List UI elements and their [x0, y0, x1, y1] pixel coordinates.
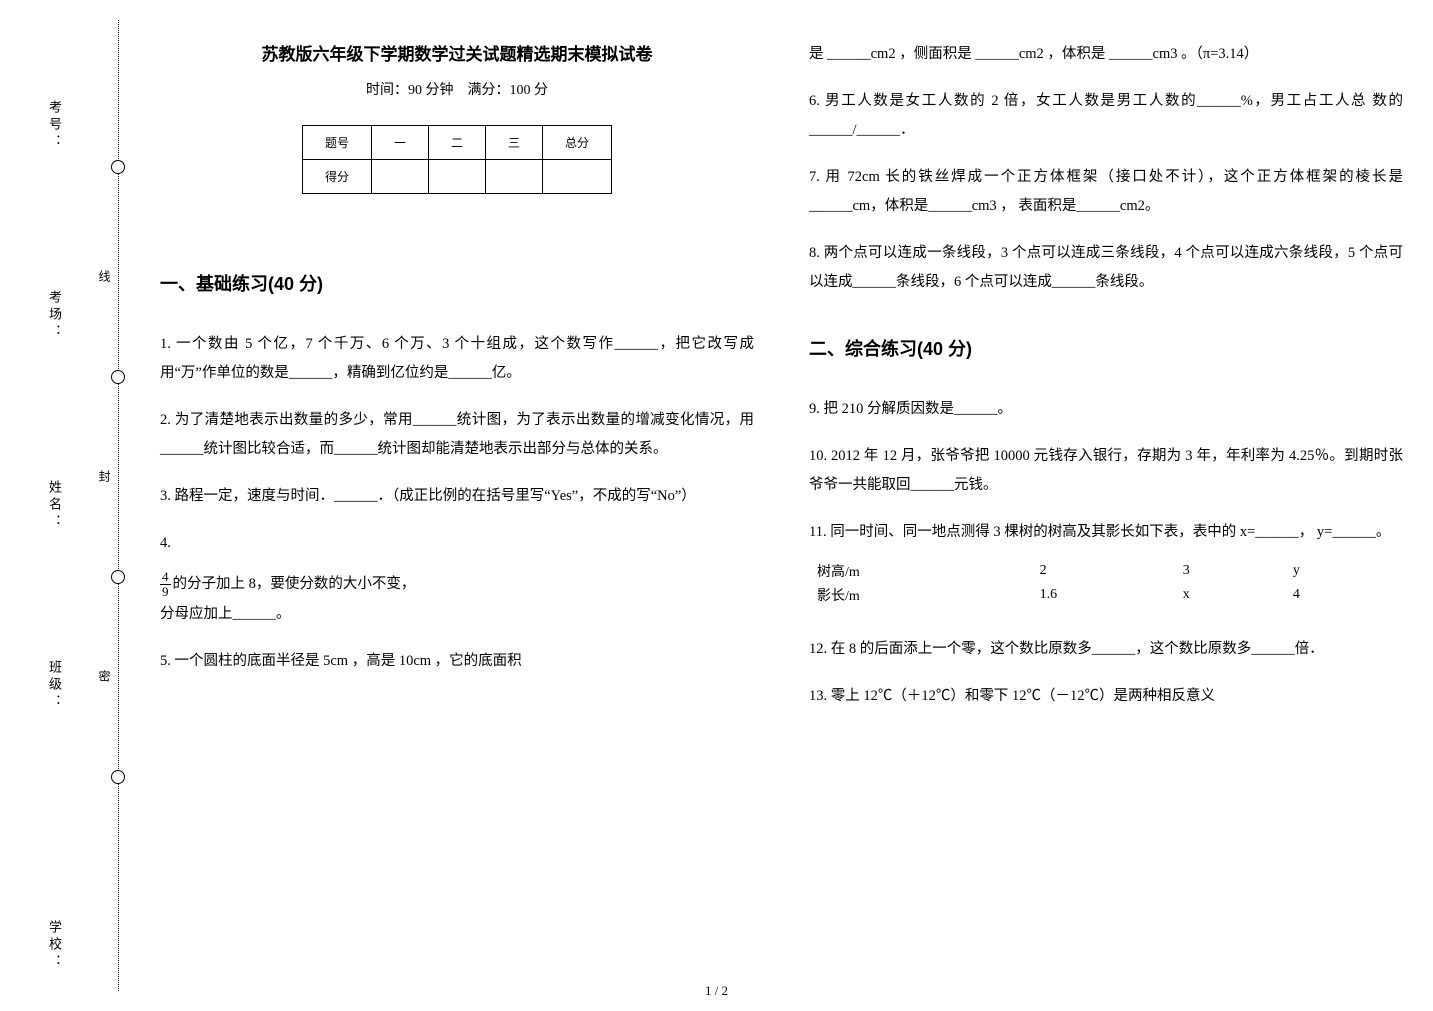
- score-header: 一: [371, 126, 428, 160]
- section-heading-1: 一、基础练习(40 分): [160, 270, 754, 296]
- table-row: 影长/m 1.6 x 4: [817, 583, 1403, 607]
- tree-cell: 树高/m: [817, 559, 1040, 583]
- spine-label-exam-id: 考号：: [45, 100, 64, 151]
- tree-cell: 3: [1183, 559, 1293, 583]
- question-4-label: 4.: [160, 529, 754, 558]
- question-2: 2. 为了清楚地表示出数量的多少，常用______统计图，为了表示出数量的增减变…: [160, 406, 754, 464]
- paper-title: 苏教版六年级下学期数学过关试题精选期末模拟试卷: [160, 40, 754, 65]
- score-cell: [371, 160, 428, 194]
- spine-circle: [111, 160, 125, 174]
- tree-data-table: 树高/m 2 3 y 影长/m 1.6 x 4: [817, 559, 1403, 607]
- seal-char: 封: [96, 470, 113, 494]
- spine-circle: [111, 770, 125, 784]
- binding-spine: 线 封 密 考号： 考场： 姓名： 班级： 学校：: [0, 0, 140, 1011]
- question-4: 4. 4 9 的分子加上 8，要使分数的大小不变， 分母应加上______。: [160, 529, 754, 629]
- page-number: 1 / 2: [705, 983, 728, 999]
- tree-cell: 1.6: [1040, 583, 1183, 607]
- question-7: 7. 用 72cm 长的铁丝焊成一个正方体框架（接口处不计），这个正方体框架的棱…: [809, 163, 1403, 221]
- fraction-4-9: 4 9: [160, 570, 171, 600]
- question-3: 3. 路程一定，速度与时间．______．（成正比例的在括号里写“Yes”，不成…: [160, 482, 754, 511]
- spine-label-class: 班级：: [45, 660, 64, 711]
- spine-circle: [111, 370, 125, 384]
- score-cell: [486, 160, 543, 194]
- question-11: 11. 同一时间、同一地点测得 3 棵树的树高及其影长如下表，表中的 x=___…: [809, 518, 1403, 547]
- seal-char: 密: [96, 670, 113, 694]
- tree-cell: 4: [1293, 583, 1403, 607]
- spine-label-name: 姓名：: [45, 480, 64, 531]
- spine-label-room: 考场：: [45, 290, 64, 341]
- spine-circle: [111, 570, 125, 584]
- score-header: 二: [428, 126, 485, 160]
- tree-cell: y: [1293, 559, 1403, 583]
- paper-subtitle: 时间：90 分钟 满分：100 分: [160, 79, 754, 99]
- question-5-part-a: 5. 一个圆柱的底面半径是 5cm ，高是 10cm ，它的底面积: [160, 647, 754, 676]
- score-header: 总分: [543, 126, 612, 160]
- question-12: 12. 在 8 的后面添上一个零，这个数比原数多______，这个数比原数多__…: [809, 635, 1403, 664]
- tree-cell: x: [1183, 583, 1293, 607]
- question-4-body2: 分母应加上______。: [160, 600, 754, 629]
- fraction-denominator: 9: [160, 585, 171, 599]
- question-5-part-b: 是 ______cm2 ，侧面积是 ______cm2 ，体积是 ______c…: [809, 40, 1403, 69]
- score-table: 题号 一 二 三 总分 得分: [302, 125, 612, 194]
- table-row: 树高/m 2 3 y: [817, 559, 1403, 583]
- score-header: 三: [486, 126, 543, 160]
- question-6: 6. 男工人数是女工人数的 2 倍，女工人数是男工人数的______%，男工占工…: [809, 87, 1403, 145]
- question-13: 13. 零上 12℃（＋12℃）和零下 12℃（－12℃）是两种相反意义: [809, 682, 1403, 711]
- tree-cell: 影长/m: [817, 583, 1040, 607]
- table-row: 得分: [302, 160, 611, 194]
- column-right: 是 ______cm2 ，侧面积是 ______cm2 ，体积是 ______c…: [809, 40, 1403, 991]
- score-label: 得分: [302, 160, 371, 194]
- question-9: 9. 把 210 分解质因数是______。: [809, 395, 1403, 424]
- section-heading-2: 二、综合练习(40 分): [809, 335, 1403, 361]
- score-cell: [428, 160, 485, 194]
- tree-cell: 2: [1040, 559, 1183, 583]
- score-cell: [543, 160, 612, 194]
- question-4-body: 的分子加上 8，要使分数的大小不变，: [173, 576, 416, 592]
- fraction-numerator: 4: [160, 570, 171, 585]
- question-8: 8. 两个点可以连成一条线段，3 个点可以连成三条线段，4 个点可以连成六条线段…: [809, 239, 1403, 297]
- question-10: 10. 2012 年 12 月，张爷爷把 10000 元钱存入银行，存期为 3 …: [809, 442, 1403, 500]
- question-1: 1. 一个数由 5 个亿，7 个千万、6 个万、3 个十组成，这个数写作____…: [160, 330, 754, 388]
- table-row: 题号 一 二 三 总分: [302, 126, 611, 160]
- spine-label-school: 学校：: [45, 920, 64, 971]
- column-left: 苏教版六年级下学期数学过关试题精选期末模拟试卷 时间：90 分钟 满分：100 …: [160, 40, 754, 991]
- score-header: 题号: [302, 126, 371, 160]
- page-content: 苏教版六年级下学期数学过关试题精选期末模拟试卷 时间：90 分钟 满分：100 …: [160, 40, 1403, 991]
- seal-char: 线: [96, 270, 113, 294]
